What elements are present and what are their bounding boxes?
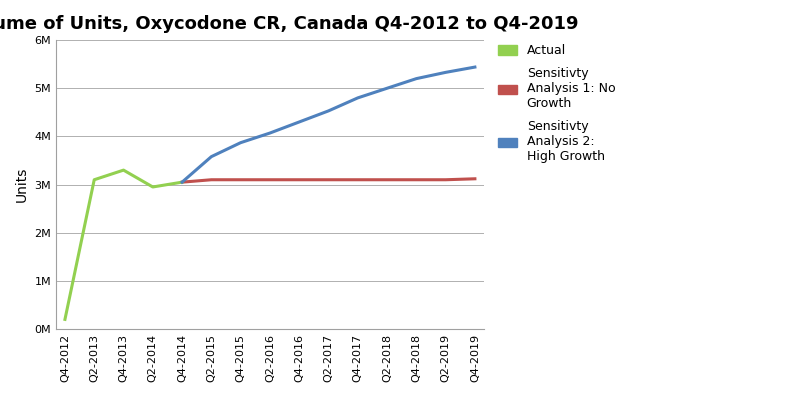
Y-axis label: Units: Units (15, 167, 29, 202)
Title: Volume of Units, Oxycodone CR, Canada Q4-2012 to Q4-2019: Volume of Units, Oxycodone CR, Canada Q4… (0, 15, 578, 33)
Legend: Actual, Sensitivty
Analysis 1: No
Growth, Sensitivty
Analysis 2:
High Growth: Actual, Sensitivty Analysis 1: No Growth… (494, 40, 619, 167)
